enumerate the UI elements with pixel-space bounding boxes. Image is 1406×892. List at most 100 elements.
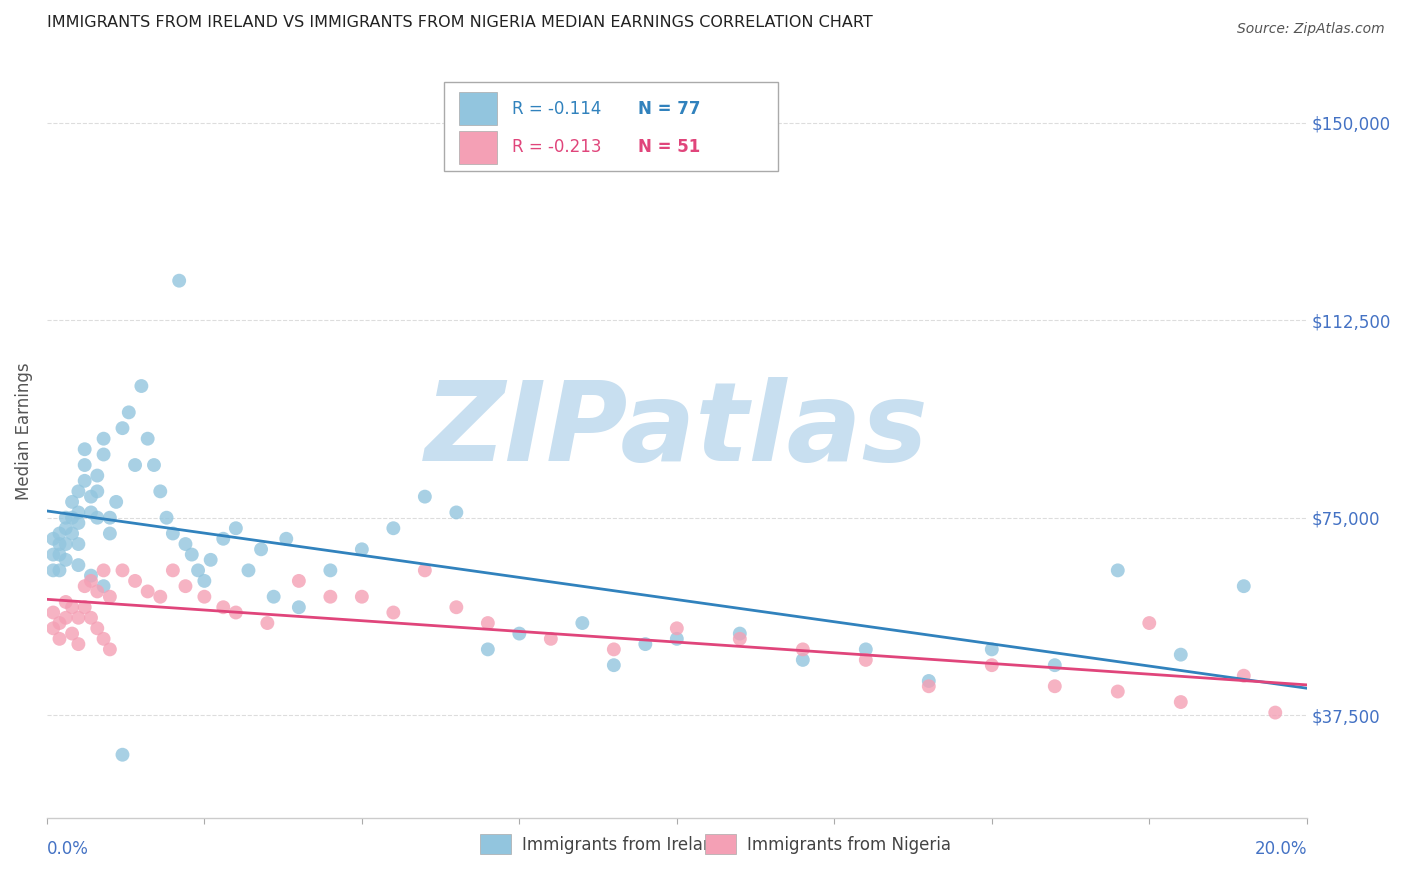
Point — [60, 600, 83, 615]
Point — [212, 600, 235, 615]
Point — [42, 606, 65, 620]
Point — [413, 490, 436, 504]
Point — [60, 495, 83, 509]
Point — [55, 537, 77, 551]
Point — [155, 510, 177, 524]
Point — [276, 532, 298, 546]
Point — [80, 611, 103, 625]
Point — [60, 510, 83, 524]
Point — [193, 574, 215, 588]
Point — [98, 526, 121, 541]
Point — [603, 658, 626, 673]
Point — [73, 442, 96, 457]
Text: 20.0%: 20.0% — [1254, 840, 1306, 858]
Bar — [444, 82, 778, 171]
Point — [149, 590, 172, 604]
Point — [60, 526, 83, 541]
Point — [1137, 615, 1160, 630]
Point — [250, 542, 273, 557]
Point — [55, 521, 77, 535]
Point — [855, 642, 877, 657]
Point — [111, 747, 134, 762]
Point — [1233, 669, 1256, 683]
Point — [477, 642, 499, 657]
Point — [1107, 684, 1129, 698]
Point — [288, 574, 311, 588]
Point — [319, 590, 342, 604]
Point — [42, 621, 65, 635]
Point — [149, 484, 172, 499]
Point — [73, 458, 96, 472]
Text: Immigrants from Nigeria: Immigrants from Nigeria — [747, 836, 950, 854]
Point — [288, 600, 311, 615]
Point — [200, 553, 222, 567]
Point — [93, 432, 115, 446]
Point — [918, 679, 941, 693]
Point — [193, 590, 215, 604]
Text: ZIPatlas: ZIPatlas — [425, 377, 929, 484]
Point — [86, 468, 108, 483]
Point — [98, 510, 121, 524]
Point — [918, 673, 941, 688]
Point — [111, 563, 134, 577]
Point — [980, 658, 1002, 673]
Point — [48, 615, 70, 630]
Point — [80, 568, 103, 582]
Point — [42, 532, 65, 546]
Point — [728, 632, 751, 646]
Point — [136, 432, 159, 446]
Point — [86, 484, 108, 499]
Point — [67, 637, 90, 651]
Point — [80, 574, 103, 588]
Text: IMMIGRANTS FROM IRELAND VS IMMIGRANTS FROM NIGERIA MEDIAN EARNINGS CORRELATION C: IMMIGRANTS FROM IRELAND VS IMMIGRANTS FR… — [46, 15, 873, 30]
Point — [73, 600, 96, 615]
Bar — [458, 93, 496, 125]
Point — [55, 510, 77, 524]
Point — [105, 495, 128, 509]
Point — [42, 548, 65, 562]
Point — [55, 611, 77, 625]
Point — [48, 526, 70, 541]
Point — [48, 548, 70, 562]
Point — [143, 458, 166, 472]
Point — [634, 637, 657, 651]
Point — [350, 590, 373, 604]
Point — [225, 606, 247, 620]
Point — [603, 642, 626, 657]
Point — [382, 606, 405, 620]
Point — [73, 579, 96, 593]
Point — [67, 484, 90, 499]
Point — [93, 448, 115, 462]
Text: 0.0%: 0.0% — [46, 840, 89, 858]
Point — [48, 632, 70, 646]
Y-axis label: Median Earnings: Median Earnings — [15, 362, 32, 500]
Point — [67, 505, 90, 519]
Point — [508, 626, 530, 640]
Point — [180, 548, 202, 562]
Point — [1107, 563, 1129, 577]
Point — [238, 563, 260, 577]
Point — [93, 563, 115, 577]
Point — [48, 563, 70, 577]
Point — [80, 505, 103, 519]
Point — [1043, 679, 1066, 693]
Point — [80, 490, 103, 504]
Point — [855, 653, 877, 667]
Point — [350, 542, 373, 557]
Point — [792, 653, 814, 667]
Text: Immigrants from Ireland: Immigrants from Ireland — [522, 836, 724, 854]
Point — [67, 558, 90, 573]
Point — [67, 611, 90, 625]
Point — [174, 579, 197, 593]
Point — [131, 379, 153, 393]
Point — [446, 600, 468, 615]
Point — [93, 632, 115, 646]
Point — [98, 590, 121, 604]
Point — [446, 505, 468, 519]
Point — [162, 563, 184, 577]
Point — [48, 537, 70, 551]
Point — [42, 563, 65, 577]
Text: Source: ZipAtlas.com: Source: ZipAtlas.com — [1237, 22, 1385, 37]
Point — [1170, 648, 1192, 662]
Point — [187, 563, 209, 577]
